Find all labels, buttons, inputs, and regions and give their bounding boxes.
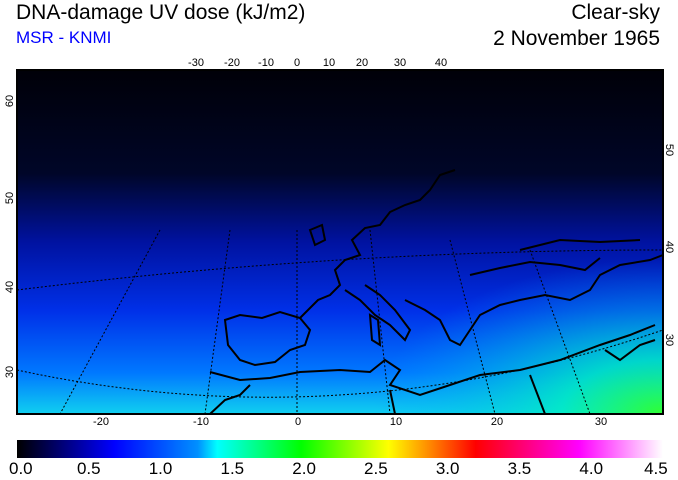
colorbar-tick-label: 2.5 xyxy=(364,459,388,478)
right-lat-label: 30 xyxy=(663,333,675,347)
colorbar-tick-label: 1.5 xyxy=(220,459,245,478)
left-lat-label: 40 xyxy=(4,280,16,294)
top-lon-label: -10 xyxy=(258,57,274,69)
colorbar-tick-label: 1.0 xyxy=(148,459,173,478)
map-date: 2 November 1965 xyxy=(493,27,660,50)
colorbar xyxy=(17,440,663,458)
left-lat-label: 60 xyxy=(4,94,16,108)
colorbar-tick-label: 3.5 xyxy=(507,459,532,478)
top-lon-label: -30 xyxy=(188,57,204,69)
colorbar-tick-label: 4.0 xyxy=(579,459,604,478)
colorbar-tick-label: 0.0 xyxy=(9,459,33,478)
map-title: DNA-damage UV dose (kJ/m2) xyxy=(16,1,306,24)
uv-field-high xyxy=(17,70,663,414)
colorbar-tick-label: 2.0 xyxy=(292,459,316,478)
left-lat-label: 50 xyxy=(4,191,16,205)
right-lat-label: 40 xyxy=(663,240,675,254)
source-label: MSR - KNMI xyxy=(16,28,112,47)
bottom-lon-label: -10 xyxy=(193,416,209,428)
top-lon-label: 30 xyxy=(393,57,407,69)
bottom-lon-label: 30 xyxy=(594,416,608,428)
bottom-lon-label: 0 xyxy=(294,416,302,428)
top-lon-label: -20 xyxy=(224,57,240,69)
bottom-lon-label: 10 xyxy=(389,416,403,428)
bottom-lon-label: 20 xyxy=(490,416,504,428)
top-lon-label: 20 xyxy=(355,57,369,69)
right-lat-label: 50 xyxy=(663,143,675,157)
left-lat-label: 30 xyxy=(4,365,16,379)
coastlines xyxy=(209,169,664,415)
colorbar-tick-label: 3.0 xyxy=(435,459,460,478)
colorbar-tick-label: 4.5 xyxy=(644,459,668,478)
sky-condition: Clear-sky xyxy=(571,1,660,24)
top-lon-label: 40 xyxy=(434,57,448,69)
bottom-lon-label: -20 xyxy=(93,416,109,428)
colorbar-tick-label: 0.5 xyxy=(76,459,101,478)
top-lon-label: 10 xyxy=(322,57,336,69)
top-lon-label: 0 xyxy=(293,57,301,69)
map-frame xyxy=(16,69,664,415)
